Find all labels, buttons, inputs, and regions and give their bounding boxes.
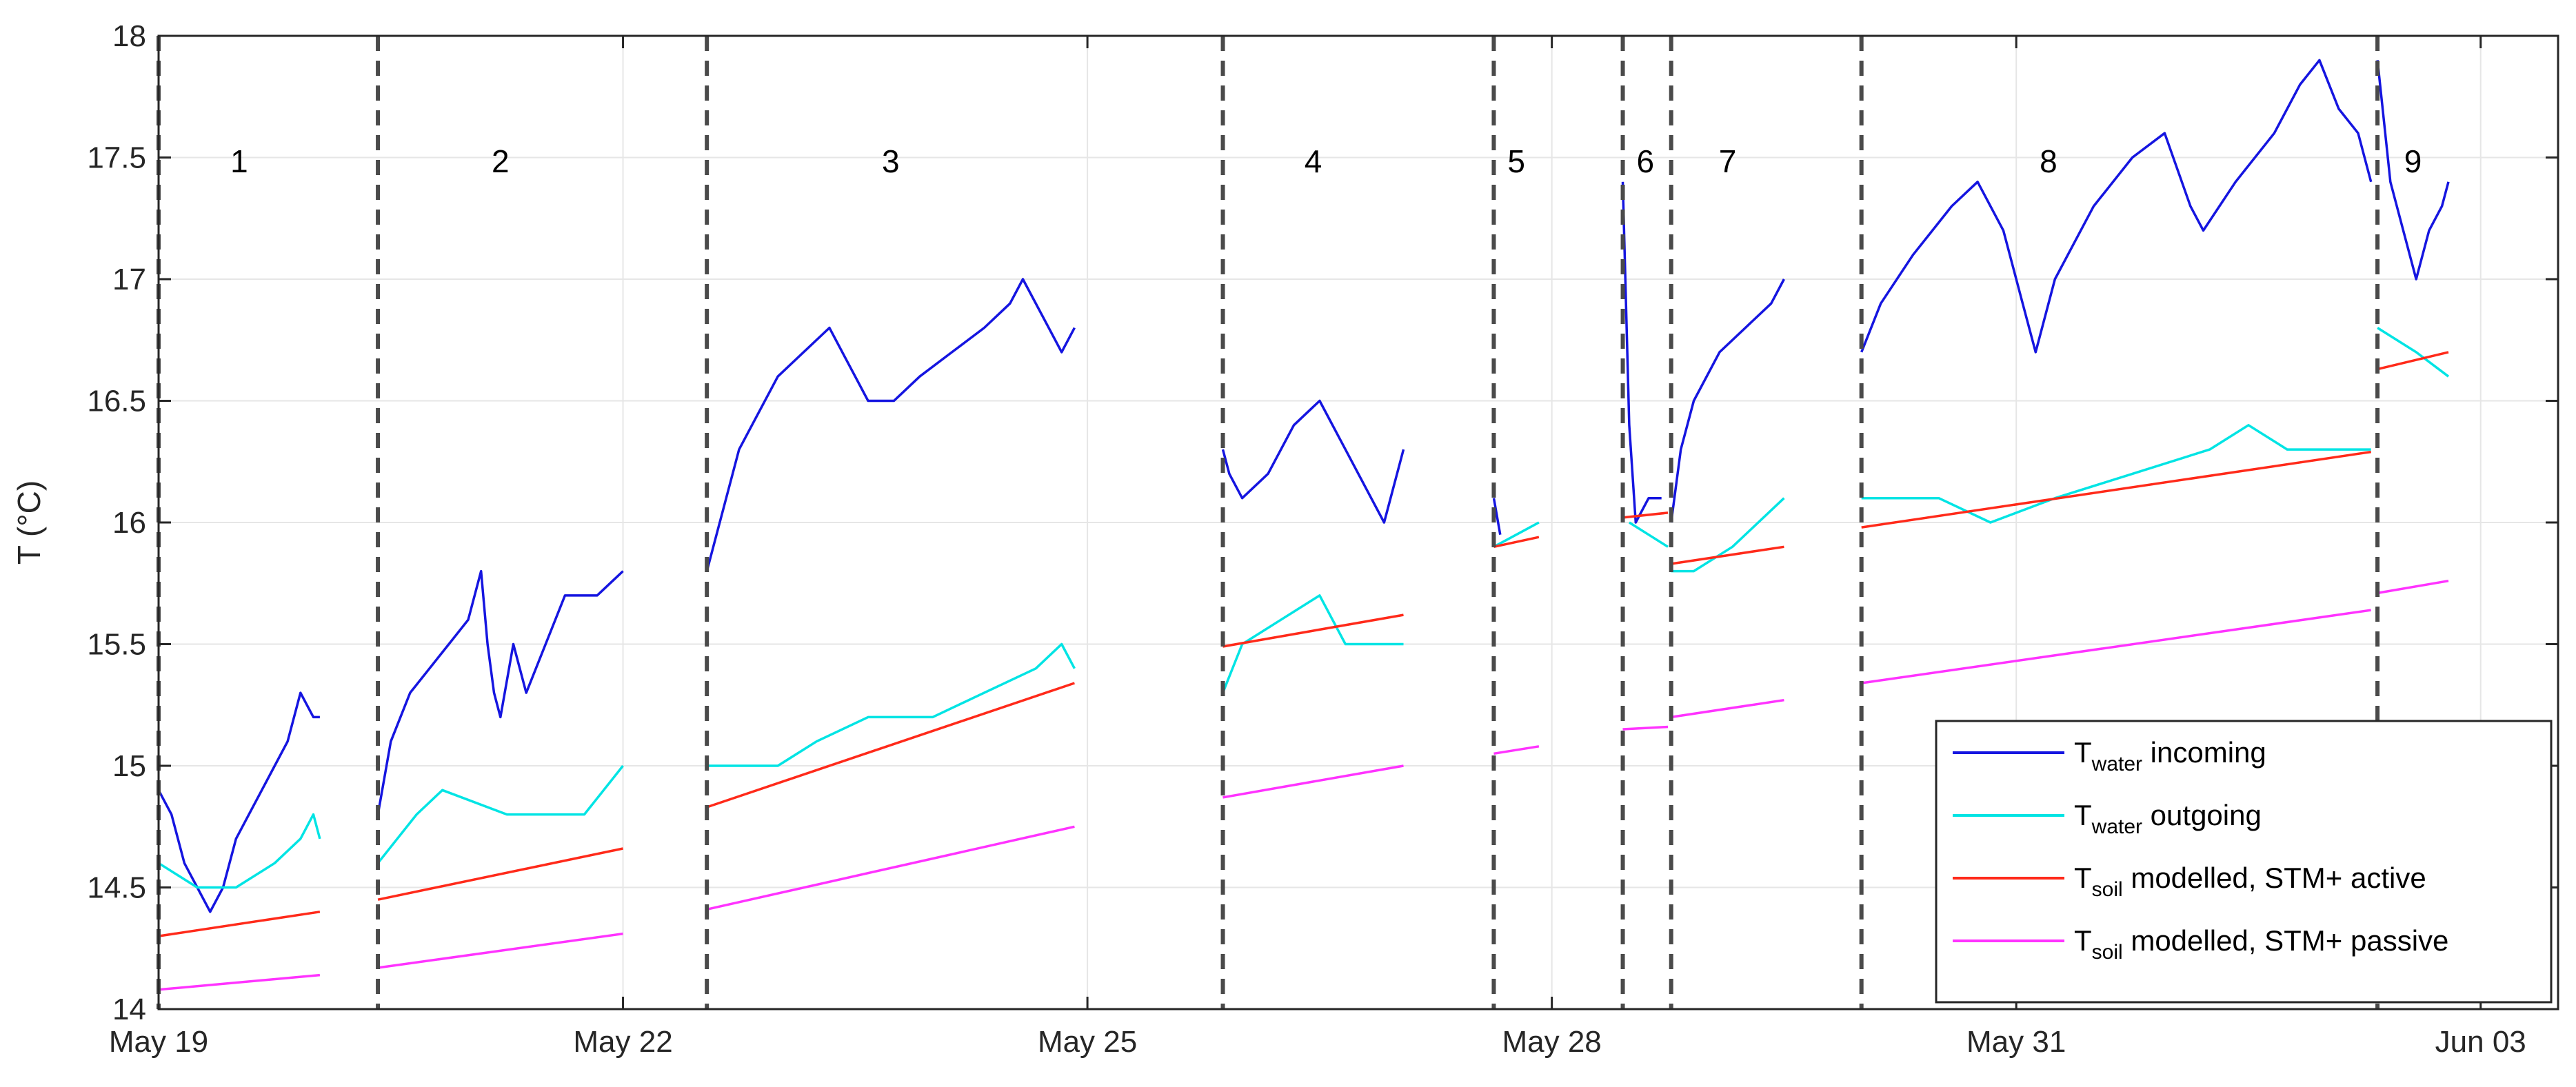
period-label: 9 bbox=[2404, 143, 2422, 179]
period-label: 5 bbox=[1507, 143, 1525, 179]
y-tick-label: 15 bbox=[112, 749, 146, 783]
series-line-active bbox=[1671, 545, 1784, 565]
period-label: 4 bbox=[1305, 143, 1322, 179]
legend-label: outgoing bbox=[2142, 799, 2262, 831]
series-line-outgoing bbox=[1671, 497, 1785, 573]
series-line-incoming bbox=[376, 569, 624, 815]
series-line-outgoing bbox=[2377, 327, 2450, 378]
series-line-incoming bbox=[1492, 498, 1502, 536]
series-line-active bbox=[158, 911, 321, 937]
series-line-active bbox=[706, 682, 1075, 809]
legend-subscript: soil bbox=[2092, 878, 2123, 901]
series-line-active bbox=[1222, 613, 1404, 648]
legend-box bbox=[1935, 720, 2553, 1004]
series-line-incoming bbox=[1221, 399, 1405, 524]
series-line-outgoing bbox=[376, 764, 624, 864]
legend-label: modelled, STM+ active bbox=[2123, 862, 2426, 894]
series-line-active bbox=[1861, 450, 2371, 529]
series-line-incoming bbox=[1621, 181, 1662, 524]
series-layer bbox=[157, 59, 2450, 991]
x-tick-label: May 28 bbox=[1502, 1025, 1601, 1059]
series-line-incoming bbox=[2376, 60, 2450, 281]
legend-subscript: water bbox=[2091, 753, 2142, 775]
series-line-incoming bbox=[1669, 278, 1785, 523]
legend-symbol: T bbox=[2074, 862, 2092, 894]
series-line-passive bbox=[377, 932, 623, 969]
series-line-passive bbox=[1671, 698, 1784, 719]
series-line-passive bbox=[1222, 764, 1404, 799]
period-labels: 1 2 3 4 5 6 7 8 9 bbox=[230, 143, 2422, 179]
legend-entry-passive: Tsoil modelled, STM+ passive bbox=[2074, 924, 2448, 964]
period-label: 1 bbox=[230, 143, 248, 179]
legend-symbol: T bbox=[2074, 799, 2092, 831]
period-label: 6 bbox=[1636, 143, 1654, 179]
series-line-outgoing bbox=[158, 813, 321, 889]
x-tick-label: May 25 bbox=[1038, 1025, 1137, 1059]
legend-symbol: T bbox=[2074, 736, 2092, 769]
x-tick-label: May 19 bbox=[109, 1025, 208, 1059]
series-line-passive bbox=[1622, 725, 1669, 731]
series-line-outgoing bbox=[1221, 594, 1404, 693]
series-line-passive bbox=[158, 973, 321, 991]
series-line-active bbox=[1493, 536, 1540, 549]
y-tick-label: 15.5 bbox=[87, 628, 146, 662]
series-line-active bbox=[377, 847, 623, 901]
series-line-passive bbox=[1493, 745, 1540, 755]
y-tick-label: 14 bbox=[112, 993, 146, 1026]
period-label: 3 bbox=[882, 143, 900, 179]
legend-label: incoming bbox=[2142, 736, 2266, 769]
x-tick-label: May 31 bbox=[1966, 1025, 2066, 1059]
series-line-active bbox=[2377, 351, 2449, 371]
period-label: 2 bbox=[492, 143, 510, 179]
y-tick-label: 17.5 bbox=[87, 141, 146, 175]
period-label: 7 bbox=[1719, 143, 1737, 179]
y-axis-title: T (°C) bbox=[11, 480, 47, 565]
y-tick-label: 16 bbox=[112, 506, 146, 540]
y-tick-label: 14.5 bbox=[87, 871, 146, 905]
legend-entry-incoming: Twater incoming bbox=[2074, 736, 2266, 775]
series-line-passive bbox=[2377, 579, 2449, 595]
series-line-outgoing bbox=[1861, 424, 2371, 524]
legend-entry-outgoing: Twater outgoing bbox=[2074, 799, 2262, 838]
series-line-outgoing bbox=[707, 642, 1076, 767]
series-line-passive bbox=[1861, 609, 2371, 684]
series-line-incoming bbox=[157, 691, 320, 913]
legend-subscript: soil bbox=[2092, 941, 2123, 964]
y-tick-label: 18 bbox=[112, 19, 146, 53]
series-line-incoming bbox=[705, 278, 1076, 572]
x-tick-label: Jun 03 bbox=[2435, 1025, 2526, 1059]
series-line-outgoing bbox=[1628, 521, 1669, 548]
series-line-active bbox=[1622, 511, 1669, 519]
legend-symbol: T bbox=[2074, 924, 2092, 957]
legend-subscript: water bbox=[2091, 815, 2142, 838]
legend-entry-active: Tsoil modelled, STM+ active bbox=[2074, 862, 2426, 901]
x-tick-label: May 22 bbox=[573, 1025, 672, 1059]
y-tick-label: 17 bbox=[112, 263, 146, 296]
y-tick-label: 16.5 bbox=[87, 385, 146, 418]
legend-label: modelled, STM+ passive bbox=[2123, 924, 2449, 957]
period-label: 8 bbox=[2040, 143, 2057, 179]
series-line-outgoing bbox=[1493, 521, 1540, 548]
series-line-passive bbox=[706, 825, 1075, 911]
series-line-incoming bbox=[1860, 59, 2373, 354]
